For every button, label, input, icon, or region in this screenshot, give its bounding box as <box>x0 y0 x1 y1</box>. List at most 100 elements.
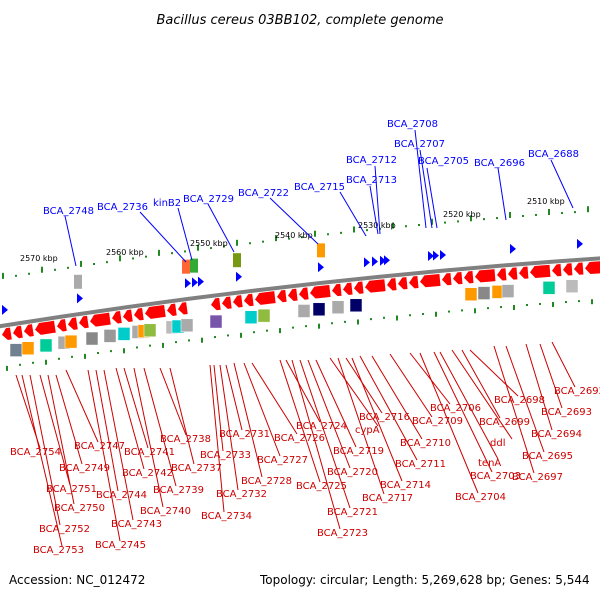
bottom-leader-line <box>299 359 351 509</box>
bottom-leader-line <box>123 367 149 449</box>
reverse-gene-arrow <box>35 321 52 335</box>
tick-mark <box>474 308 476 314</box>
tick-mark <box>58 357 60 360</box>
top-leader-line <box>497 167 507 221</box>
reverse-gene-arrow <box>222 296 232 309</box>
gene-label-bottom: BCA_2744 <box>96 490 147 501</box>
bottom-leader-line <box>219 364 239 491</box>
gene-label-bottom: BCA_2743 <box>111 519 162 530</box>
reverse-gene-arrow <box>79 315 89 329</box>
tick-mark <box>370 318 372 321</box>
tick-mark <box>396 315 398 321</box>
tick-mark <box>418 223 420 226</box>
top-leader-line <box>550 159 574 209</box>
protein-domain-box <box>143 323 157 338</box>
reverse-gene-arrow <box>310 285 327 299</box>
bottom-leader-line <box>103 369 134 521</box>
gene-label-bottom: BCA_2726 <box>274 433 325 444</box>
tick-mark <box>2 272 4 279</box>
protein-domain-box <box>182 259 190 274</box>
reverse-gene-arrow <box>431 273 441 287</box>
gene-label-top: BCA_2713 <box>346 175 397 186</box>
reverse-gene-arrow <box>442 272 452 286</box>
forward-gene-arrow <box>236 271 242 282</box>
gene-label-bottom: BCA_2693 <box>541 407 592 418</box>
gene-label-bottom: BCA_2706 <box>430 403 481 414</box>
gene-label-bottom: BCA_2703 <box>470 471 521 482</box>
tick-mark <box>522 214 524 217</box>
top-leader-line <box>269 197 319 245</box>
gene-label-bottom: BCA_2725 <box>296 481 347 492</box>
reverse-gene-arrow <box>299 287 309 300</box>
reverse-gene-arrow <box>46 320 56 334</box>
reverse-gene-arrow <box>288 288 298 302</box>
tick-mark <box>383 316 385 319</box>
tick-mark <box>513 305 515 311</box>
reverse-gene-arrow <box>266 291 276 304</box>
tick-mark <box>483 218 485 221</box>
accession-text: Accession: NC_012472 <box>9 573 146 587</box>
top-leader-line <box>177 207 193 261</box>
reverse-gene-arrow <box>387 278 397 291</box>
protein-domain-box <box>85 331 99 346</box>
bottom-leader-line <box>225 364 243 431</box>
gene-label-bottom: BCA_2728 <box>241 476 292 487</box>
reverse-gene-arrow <box>585 261 600 274</box>
gene-label-bottom: BCA_2720 <box>327 467 378 478</box>
protein-domain-box <box>74 274 82 289</box>
reverse-gene-arrow <box>233 295 243 308</box>
protein-domain-box <box>190 258 198 273</box>
reverse-gene-arrow <box>530 265 547 278</box>
reverse-gene-arrow <box>376 279 386 292</box>
top-leader-line <box>339 191 367 237</box>
top-leader-line <box>426 167 438 229</box>
tick-mark <box>331 322 333 325</box>
protein-domain-box <box>297 304 311 318</box>
tick-mark <box>574 211 576 214</box>
tick-mark <box>565 301 567 304</box>
tick-mark <box>444 221 446 224</box>
tick-mark <box>45 359 47 365</box>
protein-domain-box <box>477 286 491 300</box>
tick-mark <box>318 323 320 329</box>
genome-summary-text: Topology: circular; Length: 5,269,628 bp… <box>260 573 590 587</box>
gene-label-bottom: BCA_2738 <box>160 434 211 445</box>
bottom-leader-line <box>29 374 61 526</box>
reverse-gene-arrow <box>255 291 272 305</box>
forward-gene-arrow <box>440 249 446 260</box>
bottom-leader-line <box>47 374 75 505</box>
tick-mark <box>149 344 151 347</box>
tick-mark <box>435 311 437 317</box>
reverse-gene-labels: BCA_2754 BCA_2753 BCA_2752 BCA_2751 BCA_… <box>10 386 600 556</box>
reverse-gene-arrow <box>2 327 12 341</box>
top-leader-line <box>369 185 379 235</box>
bottom-leader-line <box>389 353 433 418</box>
forward-gene-arrow <box>198 276 204 287</box>
tick-mark <box>431 218 433 225</box>
tick-mark <box>175 341 177 344</box>
reverse-gene-arrow <box>343 282 353 295</box>
gene-label-bottom: BCA_2742 <box>122 468 173 479</box>
map-title: Bacillus cereus 03BB102, complete genome <box>156 13 443 28</box>
gene-label-top: BCA_2715 <box>294 182 345 193</box>
gene-label-bottom: BCA_2745 <box>95 540 146 551</box>
protein-domain-box <box>464 287 478 301</box>
gene-label-bottom: BCA_2709 <box>412 416 463 427</box>
tick-mark <box>552 301 554 307</box>
gene-label-top: BCA_2712 <box>346 155 397 166</box>
gene-label-top: BCA_2729 <box>183 194 234 205</box>
tick-mark <box>162 342 164 348</box>
reverse-gene-arrow <box>167 303 177 316</box>
protein-domain-box <box>542 281 556 295</box>
protein-domain-box <box>565 279 579 293</box>
gene-label-bottom: BCA_2733 <box>200 450 251 461</box>
forward-gene-arrow <box>510 243 516 254</box>
tick-mark <box>119 255 121 262</box>
bottom-leader-line <box>213 364 224 452</box>
protein-domain-box <box>257 308 271 323</box>
top-leader-line <box>207 203 235 253</box>
reverse-gene-arrow <box>486 269 496 282</box>
bottom-leader-line <box>433 351 493 473</box>
gene-label-bottom: BCA_2739 <box>153 485 204 496</box>
bottom-leader-line <box>251 362 298 435</box>
